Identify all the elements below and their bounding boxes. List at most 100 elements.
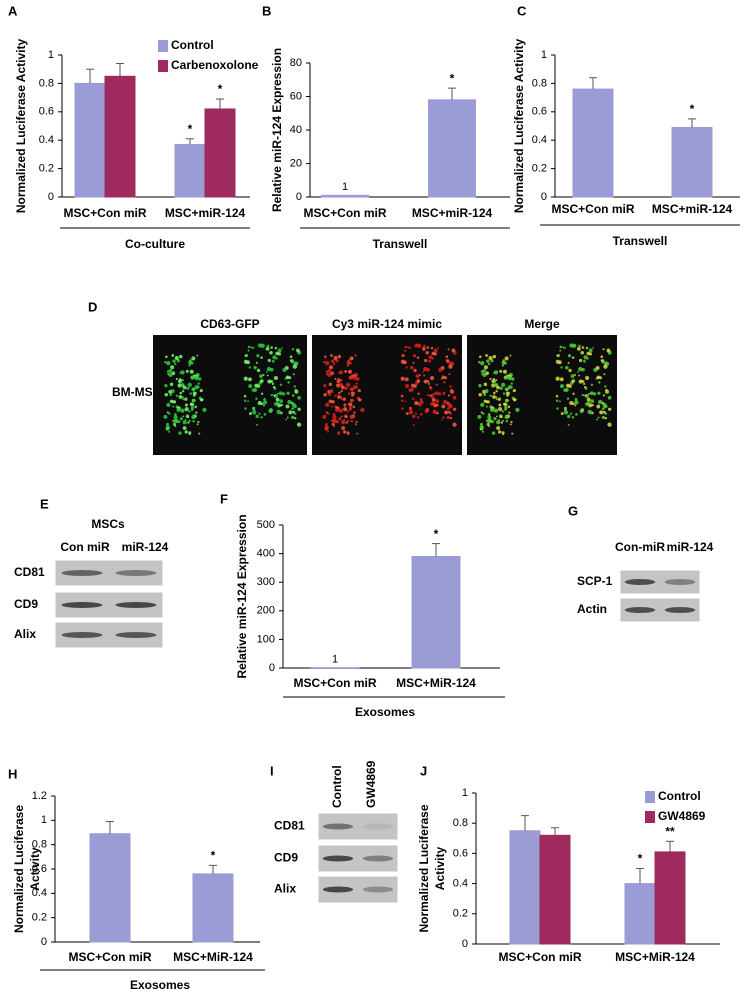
fluorescent-spot	[584, 387, 588, 390]
fluorescent-spot	[507, 375, 512, 381]
fluorescent-spot	[433, 348, 438, 353]
bar	[204, 108, 236, 198]
fluorescent-spot	[447, 410, 451, 414]
fluorescent-spot	[357, 398, 361, 402]
fluorescent-spot	[443, 399, 448, 405]
fluorescent-spot	[188, 419, 191, 422]
x-tick-label: MSC+miR-124	[652, 202, 733, 216]
fluorescent-spot	[332, 362, 336, 366]
column-label: CD63-GFP	[200, 317, 259, 331]
fluorescent-spot	[349, 356, 354, 361]
fluorescent-spot	[404, 349, 407, 352]
fluorescent-spot	[498, 407, 503, 412]
fluorescent-spot	[189, 392, 193, 395]
y-tick-label: 300	[257, 576, 275, 588]
fluorescent-spot	[599, 410, 604, 415]
fluorescent-spot	[270, 380, 273, 383]
fluorescent-spot	[173, 413, 177, 416]
fluorescent-spot	[404, 345, 408, 349]
fluorescent-spot	[441, 375, 446, 380]
fluorescent-spot	[356, 432, 359, 435]
fluorescent-spot	[329, 389, 334, 394]
fluorescent-spot	[273, 375, 278, 380]
fluorescent-spot	[597, 416, 600, 419]
fluorescent-spot	[488, 425, 491, 428]
row-label: BM-MSC	[112, 385, 162, 399]
fluorescent-spot	[487, 415, 492, 420]
blot-band	[664, 579, 696, 585]
fluorescent-spot	[256, 423, 259, 426]
fluorescent-spot	[605, 389, 610, 394]
fluorescent-spot	[401, 354, 404, 357]
y-tick-label: 0.8	[39, 77, 54, 89]
fluorescent-spot	[441, 418, 443, 421]
fluorescent-spot	[333, 355, 338, 360]
fluorescent-spot	[593, 392, 597, 396]
fluorescent-spot	[349, 406, 353, 410]
fluorescent-spot	[348, 361, 352, 365]
fluorescent-spot	[330, 354, 333, 357]
fluorescent-spot	[405, 366, 408, 369]
fluorescent-spot	[501, 431, 505, 435]
fluorescent-spot	[168, 412, 171, 415]
fluorescent-spot	[290, 415, 295, 420]
fluorescent-spot	[590, 399, 595, 404]
fluorescent-spot	[404, 377, 409, 382]
fluorescent-spot	[503, 369, 507, 374]
fluorescent-spot	[254, 383, 259, 388]
fluorescent-spot	[447, 394, 450, 397]
fluorescent-spot	[163, 414, 168, 419]
fluorescent-spot	[566, 397, 570, 400]
fluorescent-spot	[447, 361, 450, 364]
fluorescent-spot	[340, 398, 343, 401]
fluorescent-spot	[505, 391, 509, 395]
fluorescent-spot	[495, 396, 498, 398]
fluorescent-spot	[570, 374, 575, 379]
panel-letter: G	[568, 503, 578, 518]
blot-row-label: Alix	[274, 882, 296, 896]
fluorescent-spot	[342, 397, 346, 401]
fluorescent-spot	[412, 414, 416, 419]
fluorescent-spot	[275, 401, 279, 405]
fluorescent-spot	[328, 365, 334, 370]
fluorescent-spot	[199, 398, 203, 402]
fluorescent-spot	[607, 395, 612, 400]
fluorescent-spot	[481, 412, 485, 415]
fluorescent-spot	[505, 419, 509, 423]
fluorescent-spot	[338, 417, 342, 421]
blot-column-label: Con-miR	[615, 540, 665, 554]
fluorescent-spot	[184, 403, 188, 407]
fluorescent-spot	[192, 419, 195, 423]
fluorescent-spot	[585, 375, 590, 380]
fluorescent-spot	[341, 415, 343, 418]
fluorescent-spot	[608, 407, 612, 411]
fluorescent-spot	[423, 358, 428, 363]
fluorescent-spot	[503, 375, 508, 380]
fluorescent-spot	[187, 382, 192, 387]
fluorescent-spot	[408, 410, 414, 415]
fluorescent-spot	[577, 371, 580, 373]
error-bar	[666, 840, 674, 852]
fluorescent-spot	[429, 387, 433, 390]
panel-letter: J	[420, 763, 427, 778]
fluorescent-spot	[176, 408, 181, 413]
fluorescent-spot	[340, 389, 343, 393]
fluorescent-spot	[182, 420, 187, 425]
x-tick-label: MSC+miR-124	[412, 206, 493, 220]
fluorescent-spot	[560, 384, 564, 389]
fluorescent-spot	[493, 370, 499, 375]
x-tick-label: MSC+Con miR	[498, 950, 581, 964]
error-bar	[432, 543, 440, 557]
fluorescent-spot	[185, 369, 189, 373]
fluorescent-spot	[499, 386, 503, 390]
y-tick-label: 1	[462, 787, 468, 799]
bar	[174, 143, 206, 198]
fluorescent-spot	[189, 369, 194, 374]
fluorescent-spot	[481, 430, 485, 433]
fluorescent-spot	[504, 414, 509, 420]
fluorescent-spot	[578, 366, 583, 372]
fluorescent-spot	[420, 413, 423, 416]
fluorescent-spot	[409, 407, 413, 411]
fluorescent-spot	[191, 414, 196, 420]
fluorescent-spot	[349, 414, 354, 420]
